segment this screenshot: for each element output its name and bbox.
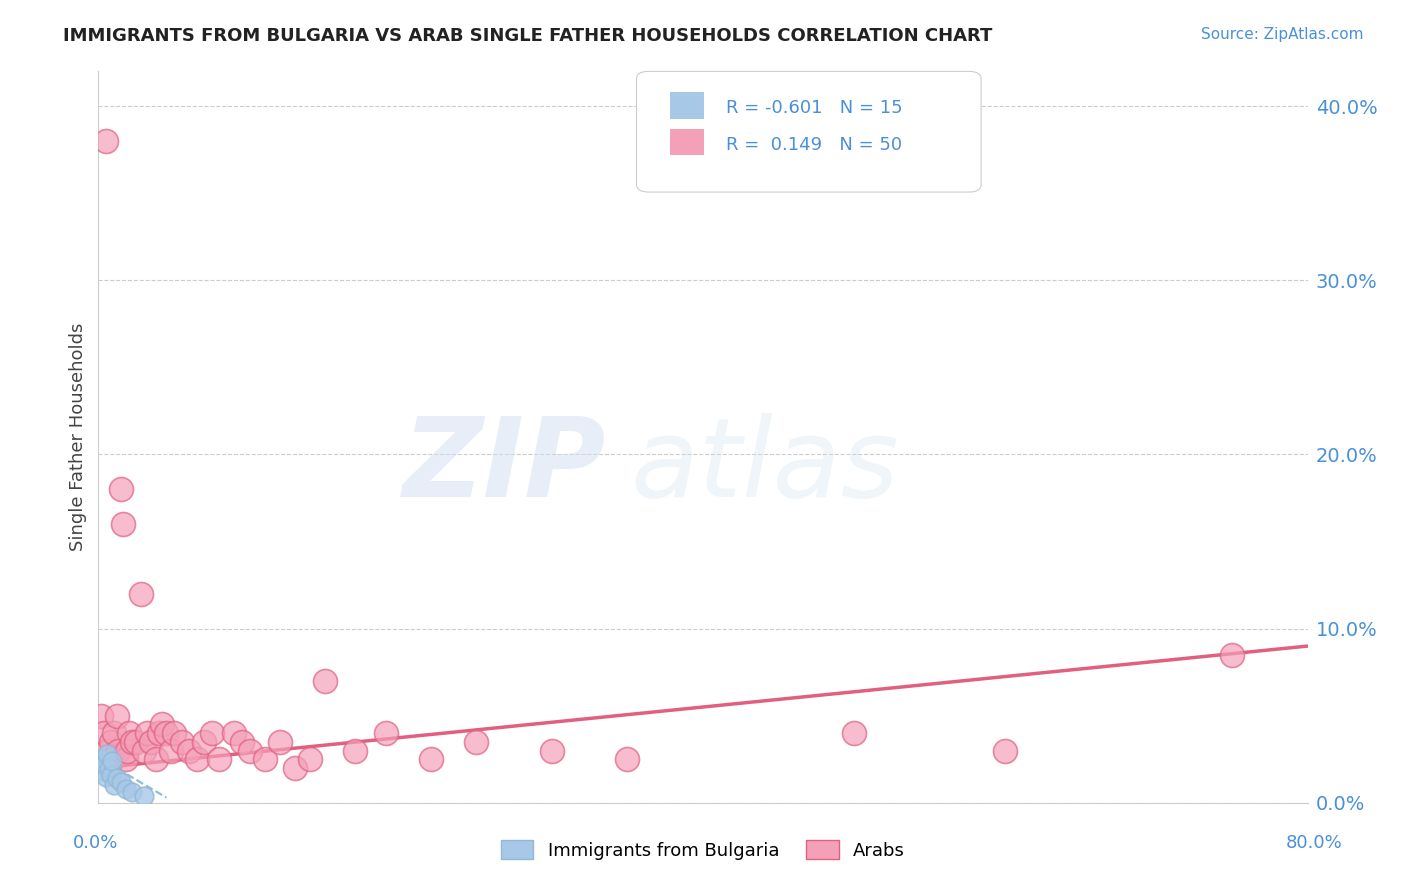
Point <box>110 483 132 497</box>
Point <box>253 752 276 766</box>
Point <box>179 743 201 757</box>
Point <box>160 743 183 757</box>
Point <box>94 134 117 148</box>
Point <box>107 743 129 757</box>
Point <box>208 752 231 766</box>
Text: 80.0%: 80.0% <box>1286 834 1343 852</box>
Legend: Immigrants from Bulgaria, Arabs: Immigrants from Bulgaria, Arabs <box>494 833 912 867</box>
Point <box>299 752 322 766</box>
Point <box>114 752 136 766</box>
Point <box>148 726 170 740</box>
Point <box>616 752 638 766</box>
Point <box>141 735 163 749</box>
Point <box>110 775 132 789</box>
Point <box>118 726 141 740</box>
Point <box>420 752 443 766</box>
Point <box>103 778 125 792</box>
Point <box>170 735 193 749</box>
Point <box>540 743 562 757</box>
Point <box>844 726 866 740</box>
Point <box>94 770 117 784</box>
Point <box>1220 648 1243 662</box>
Point <box>193 735 215 749</box>
Text: 0.0%: 0.0% <box>73 834 118 852</box>
Point <box>100 768 122 782</box>
Point <box>90 752 112 766</box>
Point <box>111 517 134 532</box>
Point <box>231 735 253 749</box>
Text: IMMIGRANTS FROM BULGARIA VS ARAB SINGLE FATHER HOUSEHOLDS CORRELATION CHART: IMMIGRANTS FROM BULGARIA VS ARAB SINGLE … <box>63 27 993 45</box>
Point <box>314 673 336 688</box>
Point <box>91 764 114 779</box>
Point <box>105 772 128 786</box>
Point <box>115 743 138 757</box>
Point <box>89 761 111 775</box>
Point <box>201 726 224 740</box>
Point <box>284 761 307 775</box>
FancyBboxPatch shape <box>671 128 704 155</box>
Point <box>132 789 155 803</box>
Text: Source: ZipAtlas.com: Source: ZipAtlas.com <box>1201 27 1364 42</box>
Point <box>269 735 291 749</box>
Point <box>96 747 118 761</box>
Point <box>150 717 173 731</box>
Text: R =  0.149   N = 50: R = 0.149 N = 50 <box>725 136 903 153</box>
FancyBboxPatch shape <box>671 92 704 119</box>
Point <box>344 743 367 757</box>
Text: atlas: atlas <box>630 413 898 520</box>
Point <box>90 708 112 723</box>
Point <box>101 752 124 766</box>
Point <box>98 761 121 775</box>
Point <box>135 726 157 740</box>
Point <box>103 726 125 740</box>
Point <box>100 735 122 749</box>
Point <box>105 708 128 723</box>
Point <box>101 754 124 768</box>
Point <box>163 726 186 740</box>
Point <box>374 726 396 740</box>
Point <box>145 752 167 766</box>
Y-axis label: Single Father Households: Single Father Households <box>69 323 87 551</box>
Point <box>186 752 208 766</box>
Point <box>96 743 118 757</box>
Point <box>239 743 262 757</box>
Point <box>224 726 246 740</box>
Point <box>132 743 155 757</box>
Text: R = -0.601   N = 15: R = -0.601 N = 15 <box>725 99 903 117</box>
FancyBboxPatch shape <box>637 71 981 192</box>
Point <box>98 761 121 775</box>
Point <box>465 735 488 749</box>
Text: ZIP: ZIP <box>402 413 606 520</box>
Point <box>129 587 152 601</box>
Point <box>994 743 1017 757</box>
Point <box>121 785 143 799</box>
Point <box>125 735 148 749</box>
Point <box>93 726 115 740</box>
Point <box>155 726 177 740</box>
Point <box>121 735 143 749</box>
Point <box>93 757 115 772</box>
Point <box>114 781 136 796</box>
